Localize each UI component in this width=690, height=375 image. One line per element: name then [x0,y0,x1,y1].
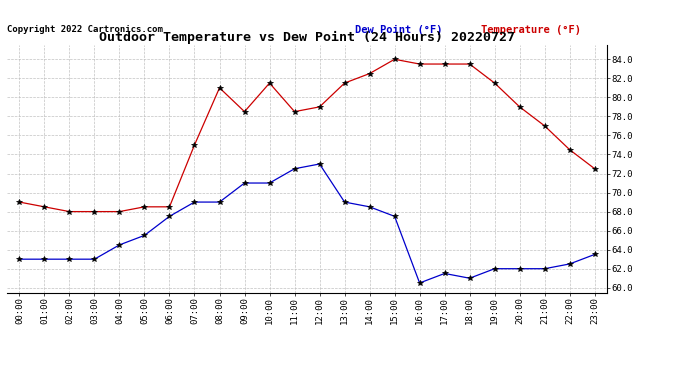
Title: Outdoor Temperature vs Dew Point (24 Hours) 20220727: Outdoor Temperature vs Dew Point (24 Hou… [99,31,515,44]
Text: Dew Point (°F): Dew Point (°F) [355,25,442,35]
Text: Temperature (°F): Temperature (°F) [481,25,581,35]
Text: Copyright 2022 Cartronics.com: Copyright 2022 Cartronics.com [7,25,163,34]
